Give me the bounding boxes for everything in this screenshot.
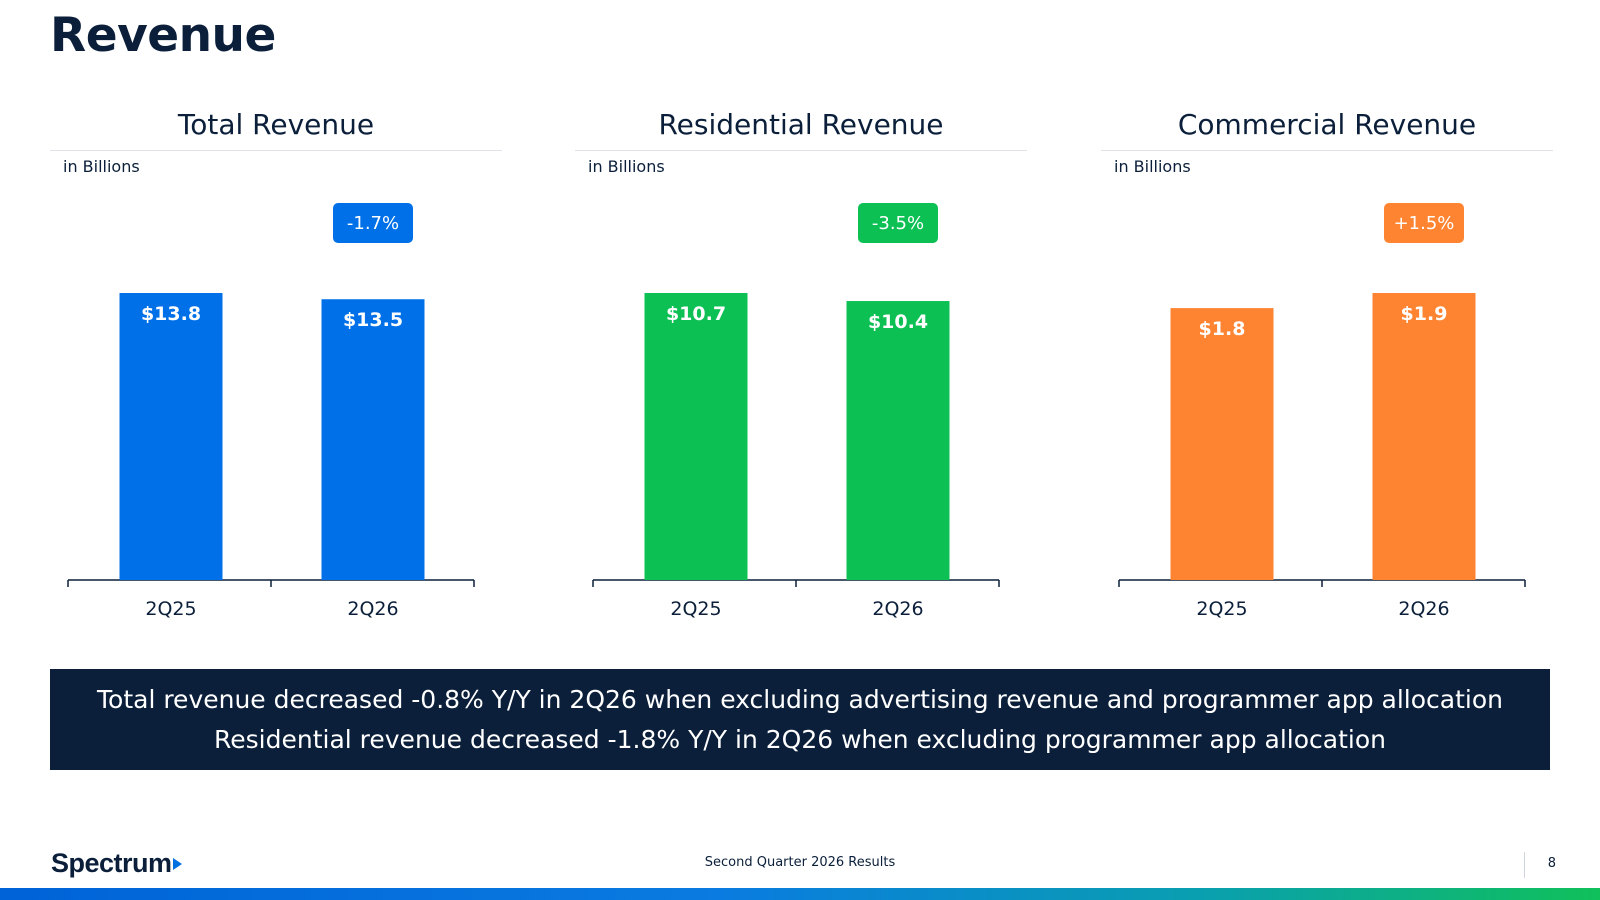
spectrum-logo: Spectrum: [51, 848, 182, 878]
total-revenue-panel: Total Revenue in Billions $13.8 2Q25 $13.5…: [50, 100, 502, 630]
bar-2q25: [644, 293, 748, 580]
chart-title: Residential Revenue: [658, 108, 944, 141]
x-tick-label: 2Q25: [145, 598, 196, 620]
chart-title: Total Revenue: [177, 108, 375, 141]
bar-2q26: [321, 299, 425, 580]
unit-label: in Billions: [63, 157, 140, 176]
bar-2q26: [1372, 293, 1476, 580]
page-title: Revenue: [50, 8, 276, 63]
summary-line: Residential revenue decreased -1.8% Y/Y …: [214, 724, 1386, 754]
change-badge-label: -1.7%: [347, 213, 399, 234]
bar-2q25: [1170, 308, 1274, 580]
commercial-revenue-chart: $1.8 2Q25 $1.9 2Q26 +1.5%: [1118, 203, 1526, 620]
unit-label: in Billions: [1114, 157, 1191, 176]
commercial-revenue-panel: Commercial Revenue in Billions $1.8 2Q25 $…: [1101, 100, 1553, 630]
bar-value-label: $1.9: [1401, 303, 1448, 325]
title-divider: [1101, 150, 1553, 151]
bar-value-label: $10.4: [868, 311, 928, 333]
x-tick-label: 2Q25: [670, 598, 721, 620]
bar-2q25: [119, 293, 223, 580]
play-arrow-icon: [172, 858, 182, 870]
bar-2q26: [846, 301, 950, 580]
residential-revenue-chart: $10.7 2Q25 $10.4 2Q26 -3.5%: [592, 203, 1000, 620]
title-divider: [50, 150, 502, 151]
x-tick-label: 2Q26: [1398, 598, 1449, 620]
summary-banner: Total revenue decreased -0.8% Y/Y in 2Q2…: [50, 669, 1550, 770]
brand-gradient-stripe: [0, 888, 1600, 900]
bar-value-label: $10.7: [666, 303, 726, 325]
footer-caption: Second Quarter 2026 Results: [704, 855, 896, 870]
unit-label: in Billions: [588, 157, 665, 176]
chart-title: Commercial Revenue: [1177, 108, 1477, 141]
page-number: 8: [1547, 856, 1556, 871]
summary-line: Total revenue decreased -0.8% Y/Y in 2Q2…: [97, 684, 1503, 714]
x-tick-label: 2Q26: [872, 598, 923, 620]
logo-text: Spectrum: [51, 848, 172, 878]
title-divider: [575, 150, 1027, 151]
bar-value-label: $1.8: [1199, 318, 1246, 340]
change-badge-label: -3.5%: [872, 213, 924, 234]
change-badge: [1384, 203, 1464, 243]
change-badge: [333, 203, 413, 243]
x-tick-label: 2Q26: [347, 598, 398, 620]
bar-value-label: $13.8: [141, 303, 201, 325]
footer-divider: [1524, 852, 1525, 878]
change-badge: [858, 203, 938, 243]
bar-value-label: $13.5: [343, 309, 403, 331]
x-tick-label: 2Q25: [1196, 598, 1247, 620]
total-revenue-chart: $13.8 2Q25 $13.5 2Q26 -1.7%: [67, 203, 475, 620]
residential-revenue-panel: Residential Revenue in Billions $10.7 2Q2…: [575, 100, 1027, 630]
change-badge-label: +1.5%: [1394, 213, 1455, 234]
